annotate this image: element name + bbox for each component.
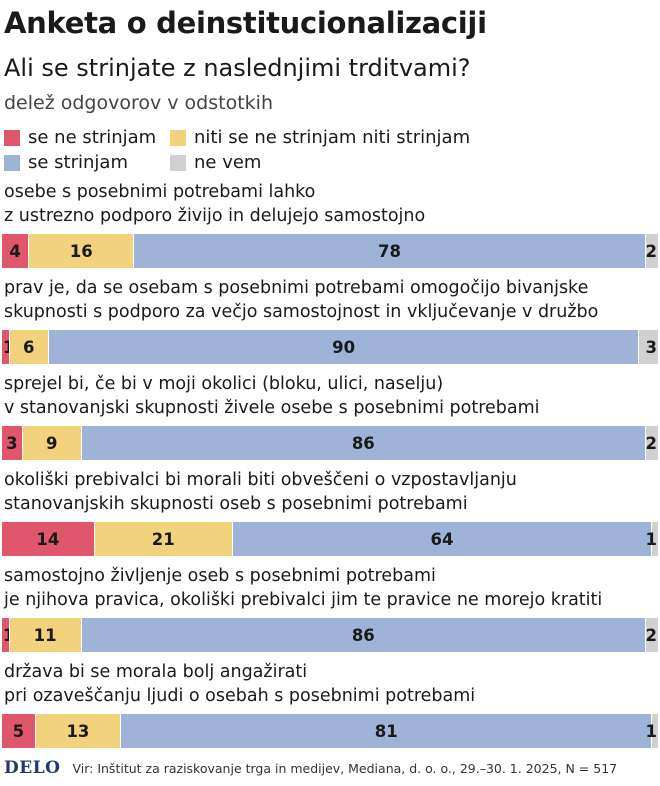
segment-disagree: 4 bbox=[2, 234, 29, 268]
question-label-line: osebe s posebnimi potrebami lahko bbox=[4, 182, 316, 202]
legend-item-dont-know: ne vem bbox=[170, 152, 261, 173]
segment-disagree: 14 bbox=[2, 522, 94, 556]
segment-disagree: 5 bbox=[2, 714, 35, 748]
segment-neutral: 21 bbox=[93, 522, 232, 556]
question-label: država bi se morala bolj angažirati pri o… bbox=[4, 660, 475, 708]
legend-swatch bbox=[170, 129, 186, 146]
question-label-line: je njihova pravica, okoliški prebivalci … bbox=[4, 590, 603, 610]
legend-label: se ne strinjam bbox=[28, 127, 157, 148]
question-label-line: pri ozaveščanju ljudi o osebah s posebni… bbox=[4, 686, 476, 706]
segment-dont-know: 2 bbox=[644, 426, 658, 460]
question-label: okoliški prebivalci bi morali biti obveš… bbox=[4, 468, 517, 516]
segment-neutral: 11 bbox=[8, 618, 81, 652]
segment-neutral: 6 bbox=[8, 330, 48, 364]
segment-dont-know: 2 bbox=[644, 618, 658, 652]
segment-neutral: 13 bbox=[34, 714, 121, 748]
segment-agree: 86 bbox=[80, 426, 645, 460]
segment-agree: 86 bbox=[80, 618, 645, 652]
question-label-line: okoliški prebivalci bi morali biti obveš… bbox=[4, 470, 517, 490]
unit-label: delež odgovorov v odstotkih bbox=[4, 92, 273, 114]
legend-item-disagree: se ne strinjam bbox=[4, 127, 156, 148]
question-label-line: z ustrezno podporo živijo in delujejo sa… bbox=[4, 206, 426, 226]
segment-dont-know: 2 bbox=[644, 234, 658, 268]
stacked-bar: 14 21 64 1 bbox=[2, 522, 658, 556]
segment-agree: 90 bbox=[47, 330, 639, 364]
legend-swatch bbox=[170, 154, 186, 171]
question-label: osebe s posebnimi potrebami lahko z ustre… bbox=[4, 180, 425, 228]
source-note: Vir: Inštitut za raziskovanje trga in me… bbox=[72, 760, 618, 776]
question-label: samostojno življenje oseb s posebnimi po… bbox=[4, 564, 602, 612]
segment-dont-know: 1 bbox=[646, 714, 658, 748]
question-label: sprejel bi, če bi v moji okolici (bloku,… bbox=[4, 372, 540, 420]
question-label-line: prav je, da se osebam s posebnimi potreb… bbox=[4, 278, 589, 298]
segment-disagree: 3 bbox=[2, 426, 22, 460]
question-label-line: skupnosti s podporo za večjo samostojnos… bbox=[4, 302, 599, 322]
question-label-line: država bi se morala bolj angažirati bbox=[4, 662, 308, 682]
stacked-bar: 111862 bbox=[2, 618, 658, 652]
legend-swatch bbox=[4, 129, 20, 146]
segment-agree: 78 bbox=[133, 234, 645, 268]
segment-neutral: 9 bbox=[21, 426, 81, 460]
question-label-line: samostojno življenje oseb s posebnimi po… bbox=[4, 566, 436, 586]
legend-swatch bbox=[4, 154, 20, 171]
segment-dont-know: 3 bbox=[638, 330, 658, 364]
legend-item-agree: se strinjam bbox=[4, 152, 128, 173]
segment-agree: 81 bbox=[120, 714, 652, 748]
question-label-line: v stanovanjski skupnosti živele osebe s … bbox=[4, 398, 540, 418]
chart-subtitle: Ali se strinjate z naslednjimi trditvami… bbox=[4, 54, 471, 82]
stacked-bar: 16903 bbox=[2, 330, 658, 364]
stacked-bar: 3 9 86 2 bbox=[2, 426, 658, 460]
stacked-bar: 5 13 81 1 bbox=[2, 714, 658, 748]
segment-neutral: 16 bbox=[28, 234, 134, 268]
legend-label: ne vem bbox=[194, 152, 262, 173]
legend-label: niti se ne strinjam niti strinjam bbox=[194, 127, 471, 148]
footer: DELO Vir: Inštitut za raziskovanje trga … bbox=[4, 758, 617, 778]
legend-item-neutral: niti se ne strinjam niti strinjam bbox=[170, 127, 470, 148]
question-label-line: stanovanjskih skupnosti oseb s posebnimi… bbox=[4, 494, 468, 514]
question-label: prav je, da se osebam s posebnimi potreb… bbox=[4, 276, 598, 324]
delo-logo: DELO bbox=[4, 758, 61, 778]
segment-agree: 64 bbox=[231, 522, 652, 556]
stacked-bar: 4 16 78 2 bbox=[2, 234, 658, 268]
chart-title: Anketa o deinstitucionalizaciji bbox=[4, 6, 487, 40]
segment-dont-know: 1 bbox=[646, 522, 658, 556]
legend-label: se strinjam bbox=[28, 152, 128, 173]
question-label-line: sprejel bi, če bi v moji okolici (bloku,… bbox=[4, 374, 444, 394]
